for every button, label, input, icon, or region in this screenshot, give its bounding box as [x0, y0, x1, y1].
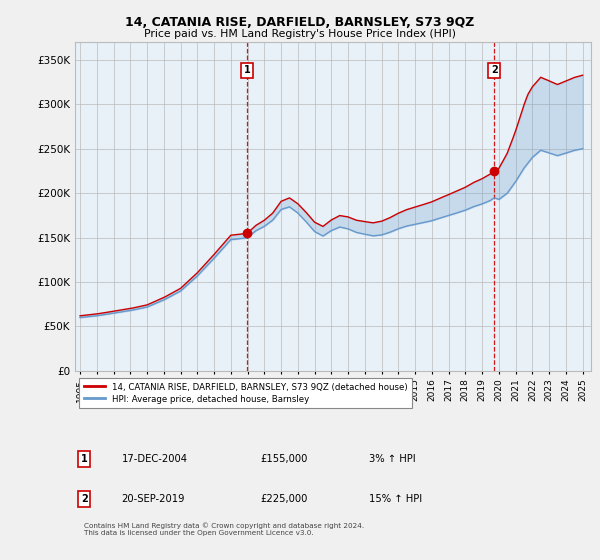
Text: 3% ↑ HPI: 3% ↑ HPI	[369, 454, 416, 464]
Text: 17-DEC-2004: 17-DEC-2004	[121, 454, 187, 464]
Text: 1: 1	[81, 454, 88, 464]
Text: 15% ↑ HPI: 15% ↑ HPI	[369, 494, 422, 504]
Text: 1: 1	[244, 66, 250, 76]
Text: Price paid vs. HM Land Registry's House Price Index (HPI): Price paid vs. HM Land Registry's House …	[144, 29, 456, 39]
Legend: 14, CATANIA RISE, DARFIELD, BARNSLEY, S73 9QZ (detached house), HPI: Average pri: 14, CATANIA RISE, DARFIELD, BARNSLEY, S7…	[79, 379, 412, 408]
Text: 14, CATANIA RISE, DARFIELD, BARNSLEY, S73 9QZ: 14, CATANIA RISE, DARFIELD, BARNSLEY, S7…	[125, 16, 475, 29]
Text: Contains HM Land Registry data © Crown copyright and database right 2024.
This d: Contains HM Land Registry data © Crown c…	[84, 522, 364, 536]
Text: 20-SEP-2019: 20-SEP-2019	[121, 494, 185, 504]
Text: 2: 2	[81, 494, 88, 504]
Text: £155,000: £155,000	[261, 454, 308, 464]
Text: £225,000: £225,000	[261, 494, 308, 504]
Text: 2: 2	[491, 66, 497, 76]
